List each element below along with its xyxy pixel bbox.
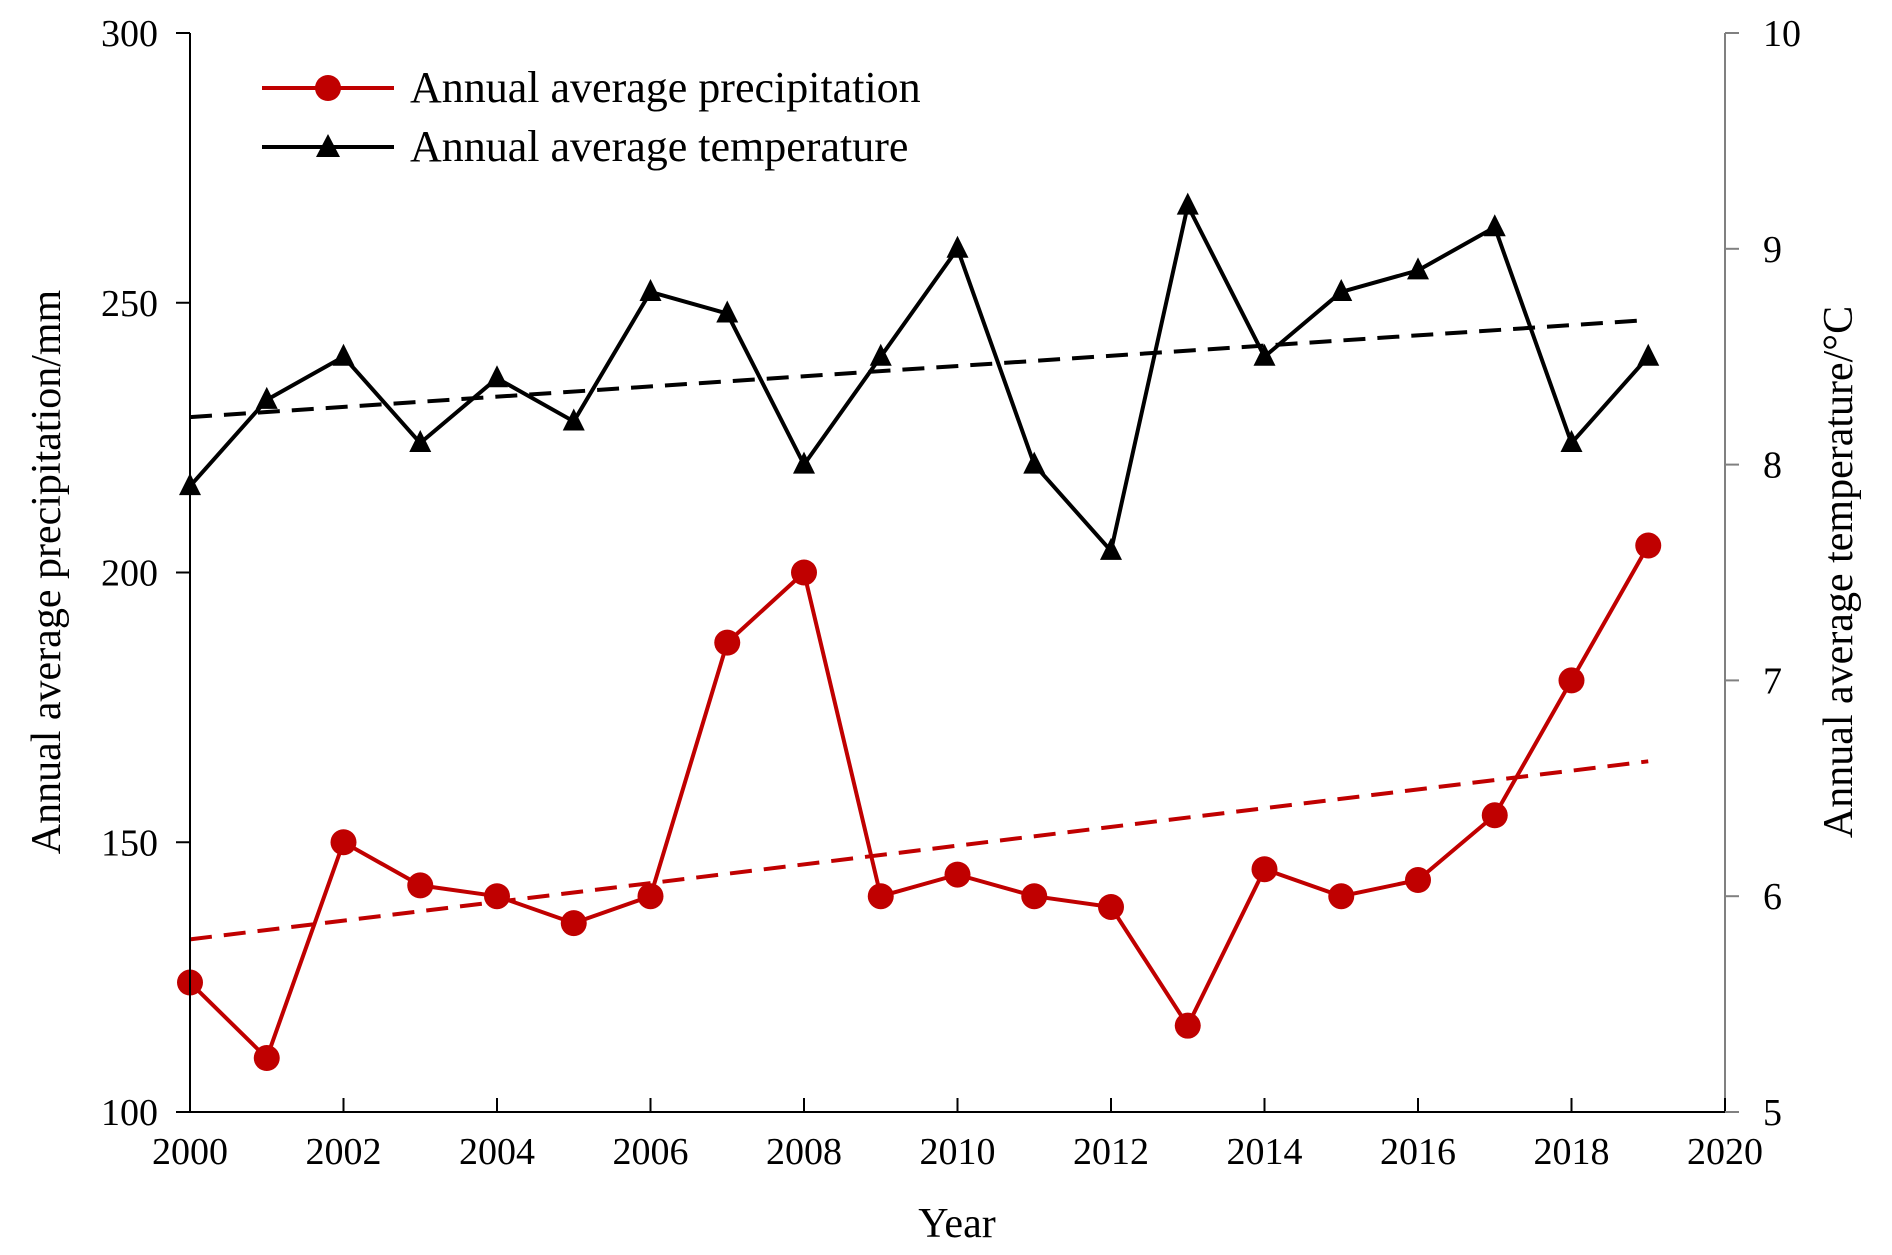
legend-precipitation-marker: [315, 75, 341, 101]
right-y-tick-label: 7: [1763, 660, 1782, 702]
temperature-point-2002: [332, 343, 355, 366]
x-tick-label: 2010: [920, 1131, 996, 1173]
precipitation-point-2007: [714, 629, 741, 656]
legend: Annual average precipitation Annual aver…: [262, 63, 921, 171]
precipitation-point-2005: [560, 910, 587, 937]
precipitation-point-2017: [1481, 802, 1508, 829]
temperature-point-2017: [1483, 214, 1506, 237]
temperature-point-2016: [1407, 257, 1429, 280]
x-tick-label: 2002: [306, 1131, 382, 1173]
precipitation-point-2001: [253, 1045, 280, 1072]
legend-temperature-label: Annual average temperature: [410, 122, 908, 171]
trendline-1: [189, 318, 1649, 420]
temperature-point-2019: [1637, 343, 1660, 366]
left-y-tick-label: 300: [101, 13, 158, 55]
right-y-axis-title: Annual average temperature/°C: [1816, 306, 1862, 838]
precipitation-point-2016: [1405, 867, 1431, 894]
temperature-point-2011: [1023, 451, 1046, 474]
temperature-point-2007: [716, 300, 739, 323]
right-y-tick-label: 5: [1763, 1092, 1782, 1134]
temperature-point-2014: [1253, 343, 1276, 366]
axes-layer: [189, 33, 1726, 1113]
x-tick-label: 2012: [1073, 1131, 1149, 1173]
x-tick-label: 2000: [152, 1131, 228, 1173]
temperature-point-2005: [562, 408, 585, 431]
left-y-tick-label: 200: [101, 553, 158, 595]
precipitation-point-2019: [1635, 532, 1662, 559]
precipitation-point-2018: [1558, 667, 1585, 694]
precipitation-point-2010: [944, 861, 971, 888]
precipitation-point-2004: [484, 883, 510, 910]
x-tick-label: 2016: [1380, 1131, 1456, 1173]
x-tick-label: 2018: [1534, 1131, 1610, 1173]
temperature-point-2012: [1100, 537, 1122, 560]
ticks-layer: 2000 2002 2004 2006 2008 2010 2012 2014 2016 2018…: [101, 13, 1801, 1173]
x-tick-label: 2004: [459, 1131, 535, 1173]
precipitation-point-2003: [407, 872, 434, 899]
legend-temperature-marker: [316, 134, 340, 157]
left-y-tick-label: 150: [101, 822, 158, 864]
temperature-point-2008: [793, 451, 815, 474]
left-y-tick-label: 250: [101, 283, 158, 325]
x-tick-label: 2020: [1687, 1131, 1763, 1173]
x-axis-title: Year: [918, 1201, 995, 1247]
precipitation-point-2011: [1021, 883, 1048, 910]
temperature-point-2001: [255, 386, 278, 409]
right-y-tick-label: 8: [1763, 445, 1782, 487]
legend-precipitation-label: Annual average precipitation: [410, 63, 921, 112]
left-y-tick-label: 100: [101, 1092, 158, 1134]
precipitation-point-2013: [1174, 1012, 1201, 1039]
x-tick-label: 2008: [766, 1131, 842, 1173]
temperature-point-2006: [639, 278, 662, 301]
temperature-point-2013: [1176, 192, 1199, 215]
temperature-point-2004: [486, 365, 508, 388]
temperature-point-2009: [869, 343, 892, 366]
precipitation-point-2015: [1328, 883, 1355, 910]
precipitation-point-2008: [791, 559, 817, 586]
precipitation-point-2012: [1098, 893, 1124, 920]
right-y-tick-label: 9: [1763, 229, 1782, 271]
precipitation-point-2009: [867, 883, 894, 910]
left-y-axis-title: Annual average precipitation/mm: [24, 289, 70, 854]
precipitation-point-2002: [330, 829, 357, 856]
x-tick-label: 2014: [1227, 1131, 1303, 1173]
temperature-point-2010: [946, 235, 969, 258]
temperature-point-2015: [1330, 278, 1353, 301]
precipitation-point-2014: [1251, 856, 1278, 883]
temperature-point-2003: [409, 430, 432, 453]
right-y-tick-label: 10: [1763, 13, 1801, 55]
series-layer: [177, 192, 1662, 1072]
temperature-point-2018: [1560, 430, 1583, 453]
precipitation-point-2006: [637, 883, 664, 910]
x-tick-label: 2006: [613, 1131, 689, 1173]
series-line-0: [188, 544, 1650, 1061]
trendline-0: [189, 759, 1649, 942]
right-y-tick-label: 6: [1763, 876, 1782, 918]
series-line-1: [188, 203, 1650, 553]
trendline-layer: [189, 318, 1649, 942]
